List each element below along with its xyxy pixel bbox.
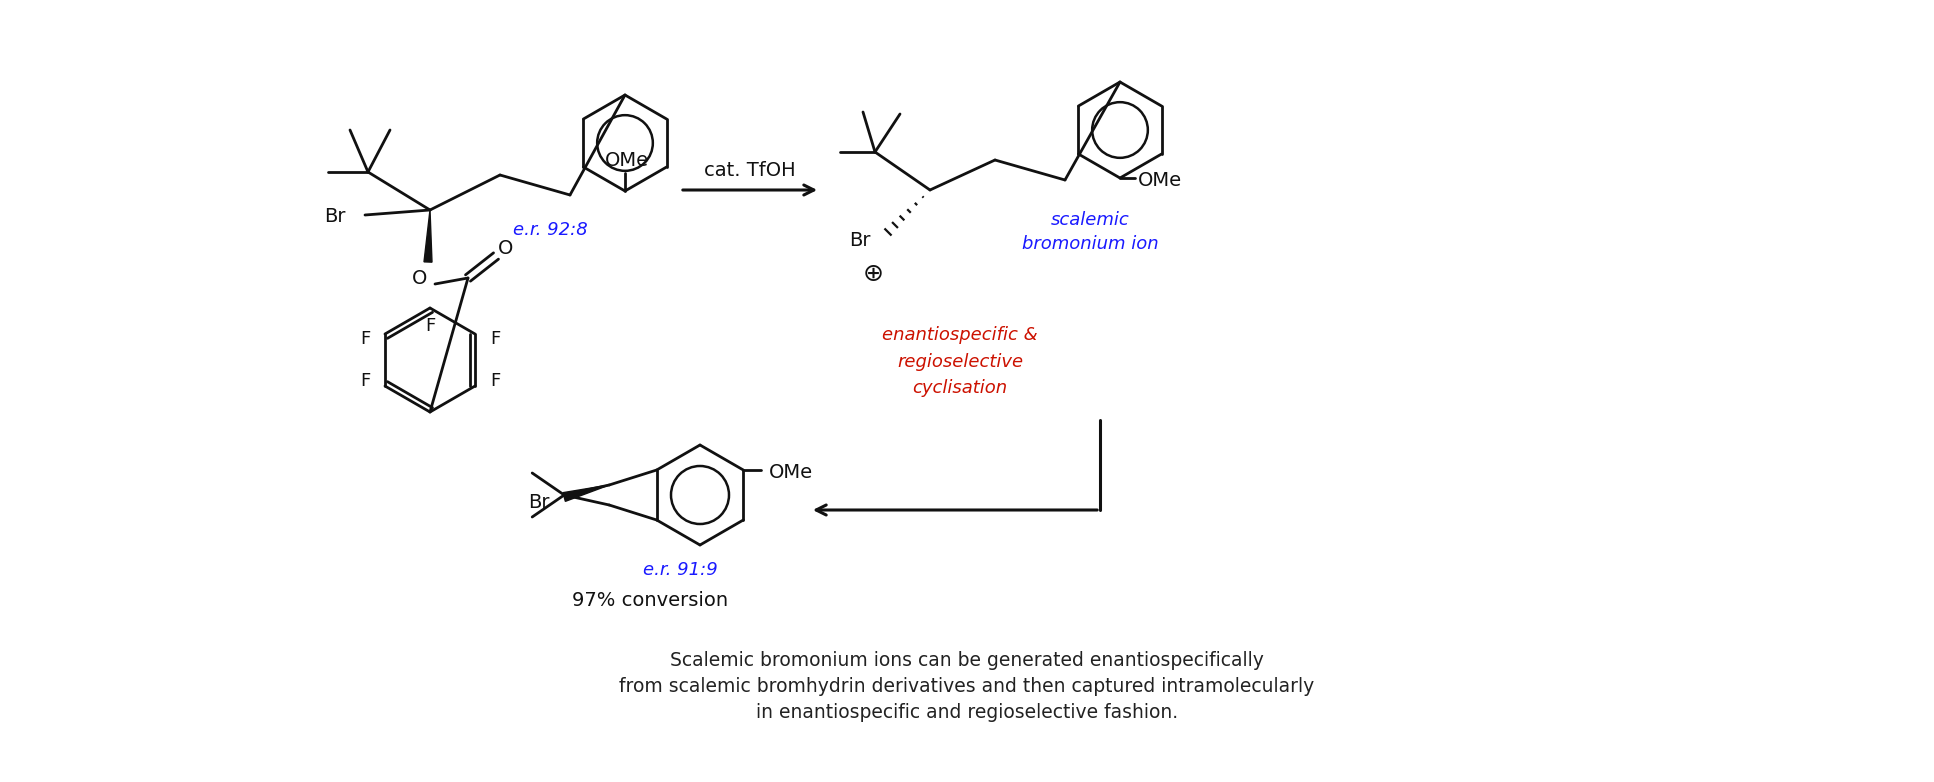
Polygon shape — [424, 210, 431, 262]
Text: O: O — [499, 239, 514, 257]
Text: OMe: OMe — [770, 462, 814, 482]
Text: e.r. 91:9: e.r. 91:9 — [642, 561, 718, 579]
Text: in enantiospecific and regioselective fashion.: in enantiospecific and regioselective fa… — [756, 702, 1178, 722]
Text: F: F — [489, 330, 501, 348]
Text: e.r. 92:8: e.r. 92:8 — [513, 221, 588, 239]
Text: Br: Br — [849, 231, 870, 249]
Text: F: F — [489, 372, 501, 390]
Text: from scalemic bromhydrin derivatives and then captured intramolecularly: from scalemic bromhydrin derivatives and… — [619, 676, 1315, 695]
Text: OMe: OMe — [1137, 170, 1182, 189]
Text: Scalemic bromonium ions can be generated enantiospecifically: Scalemic bromonium ions can be generated… — [669, 651, 1265, 669]
Text: 97% conversion: 97% conversion — [572, 590, 727, 609]
Text: F: F — [360, 330, 369, 348]
Text: ⊕: ⊕ — [863, 262, 884, 286]
Text: Br: Br — [528, 493, 549, 511]
Polygon shape — [563, 485, 609, 501]
Text: bromonium ion: bromonium ion — [1021, 235, 1158, 253]
Text: enantiospecific &: enantiospecific & — [882, 326, 1039, 344]
Text: scalemic: scalemic — [1050, 211, 1129, 229]
Text: regioselective: regioselective — [897, 353, 1023, 371]
Text: cyclisation: cyclisation — [913, 379, 1008, 397]
Text: cat. TfOH: cat. TfOH — [704, 160, 795, 180]
Text: F: F — [360, 372, 369, 390]
Text: Br: Br — [325, 207, 346, 227]
Text: O: O — [412, 268, 427, 288]
Text: F: F — [425, 317, 435, 335]
Text: OMe: OMe — [605, 152, 650, 170]
